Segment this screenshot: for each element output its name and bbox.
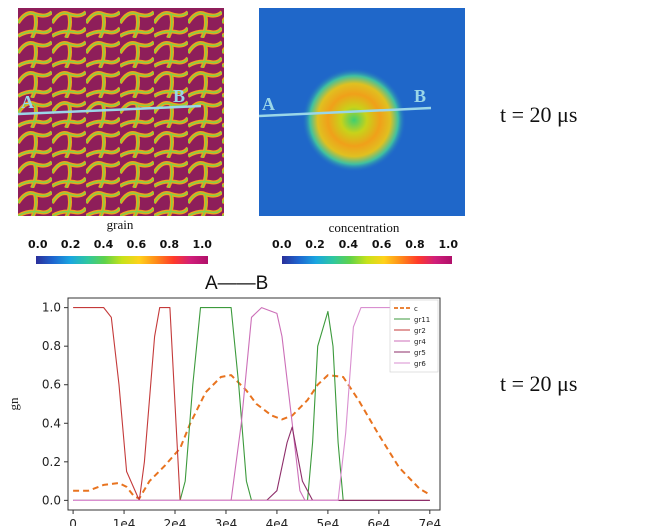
ab-line [259, 106, 432, 118]
grain-map-graphic: A B [18, 8, 224, 216]
colorbar-tick: 0.6 [371, 238, 392, 251]
y-axis-label: gn [6, 397, 21, 411]
y-tick-label: 0.4 [42, 416, 61, 430]
x-tick-label: 2e4 [164, 517, 187, 526]
legend-label-c: c [414, 305, 418, 313]
concentration-colorbar [282, 256, 452, 264]
concentration-caption: concentration [328, 220, 400, 235]
y-tick-label: 1.0 [42, 301, 61, 315]
colorbar-tick: 0.4 [338, 238, 359, 251]
colorbar-tick: 0.8 [159, 238, 180, 251]
legend-label-gr6: gr6 [414, 360, 426, 368]
series-line-gr6 [73, 307, 430, 501]
line-chart: 0 1e4 2e4 3e4 4e4 5e4 6e4 7e4 0.0 0.2 0.4 0.6 0.8 1.0… [6, 297, 441, 526]
legend-label-gr2: gr2 [414, 327, 426, 335]
series-line-c [73, 374, 431, 500]
plot-frame [67, 297, 441, 511]
legend-label-gr4: gr4 [414, 338, 426, 346]
grain-caption: grain [106, 217, 134, 232]
series-line-gr4 [73, 307, 430, 501]
colorbar-tick: 0.4 [93, 238, 114, 251]
series-line-gr2 [73, 307, 430, 501]
time-label-top: t = 20 μs [500, 102, 578, 127]
concentration-map-graphic: A B [259, 8, 465, 216]
x-tick-label: 0 [69, 517, 77, 526]
concentration-colorbar-ticks: 0.0 0.2 0.4 0.6 0.8 1.0 [272, 238, 458, 251]
y-tick-label: 0.2 [42, 455, 61, 469]
x-tick-label: 7e4 [418, 517, 441, 526]
colorbar-tick: 0.6 [126, 238, 147, 251]
grain-map: A B [18, 8, 224, 216]
point-a-label: A [262, 94, 275, 114]
point-b-label: B [173, 86, 185, 106]
y-tick-label: 0.8 [42, 339, 61, 353]
y-tick-label: 0.0 [42, 493, 61, 507]
colorbar-tick: 0.0 [272, 238, 292, 251]
colorbar-tick: 0.0 [28, 238, 48, 251]
x-tick-label: 6e4 [368, 517, 391, 526]
x-tick-label: 3e4 [215, 517, 238, 526]
colorbar-tick: 0.2 [60, 238, 81, 251]
colorbar-tick: 0.8 [405, 238, 425, 251]
series-line-gr5 [73, 426, 430, 501]
time-label-bottom: t = 20 μs [500, 371, 578, 396]
x-tick-label: 5e4 [317, 517, 340, 526]
legend-label-gr5: gr5 [414, 349, 426, 357]
x-tick-label: 4e4 [266, 517, 289, 526]
point-b-label: B [414, 86, 426, 106]
y-tick-label: 0.6 [42, 378, 61, 392]
colorbar-tick: 1.0 [438, 238, 458, 251]
ab-line [18, 104, 202, 116]
legend-label-gr11: gr11 [414, 316, 430, 324]
grain-colorbar-ticks: 0.0 0.2 0.4 0.6 0.8 1.0 [28, 238, 212, 251]
concentration-map: A B [259, 8, 465, 216]
chart-title: A——B [205, 273, 269, 294]
colorbar-tick: 0.2 [305, 238, 325, 251]
x-tick-label: 1e4 [113, 517, 136, 526]
colorbar-tick: 1.0 [192, 238, 212, 251]
point-a-label: A [21, 92, 34, 112]
grain-colorbar [36, 256, 208, 264]
legend-box [389, 299, 439, 373]
